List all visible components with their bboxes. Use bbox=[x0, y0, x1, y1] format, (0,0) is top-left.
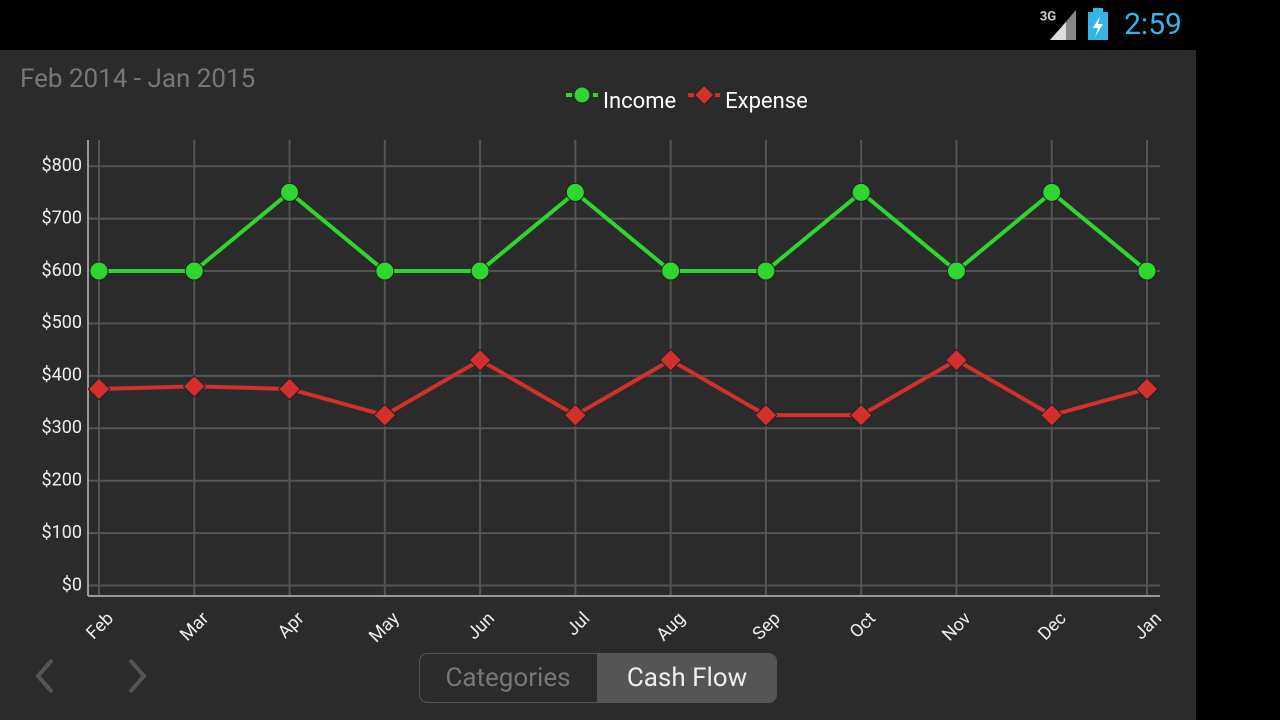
y-tick-label: $500 bbox=[42, 312, 82, 333]
legend-marker bbox=[573, 86, 591, 104]
data-point bbox=[946, 261, 966, 281]
prev-arrow[interactable] bbox=[35, 658, 54, 694]
y-tick-label: $300 bbox=[42, 417, 82, 438]
data-point bbox=[470, 261, 490, 281]
battery-tip bbox=[1093, 8, 1103, 12]
data-point bbox=[1042, 182, 1062, 202]
legend-marker bbox=[693, 84, 715, 106]
data-point bbox=[944, 348, 968, 372]
data-point bbox=[278, 377, 302, 401]
data-point bbox=[182, 374, 206, 398]
legend-label: Expense bbox=[725, 89, 808, 114]
y-tick-label: $700 bbox=[42, 207, 82, 228]
data-point bbox=[659, 348, 683, 372]
data-point bbox=[851, 182, 871, 202]
data-point bbox=[87, 377, 111, 401]
tab-categories[interactable]: Categories bbox=[445, 663, 570, 693]
data-point bbox=[468, 348, 492, 372]
data-point bbox=[375, 261, 395, 281]
data-point bbox=[373, 403, 397, 427]
data-point bbox=[89, 261, 109, 281]
data-point bbox=[565, 182, 585, 202]
clock: 2:59 bbox=[1124, 7, 1182, 42]
data-point bbox=[1137, 261, 1157, 281]
y-tick-label: $0 bbox=[62, 574, 82, 595]
y-tick-label: $200 bbox=[42, 469, 82, 490]
data-point bbox=[1040, 403, 1064, 427]
data-point bbox=[280, 182, 300, 202]
data-point bbox=[184, 261, 204, 281]
data-point bbox=[754, 403, 778, 427]
charging-bolt bbox=[1093, 16, 1103, 37]
y-tick-label: $800 bbox=[42, 155, 82, 176]
next-arrow[interactable] bbox=[128, 658, 147, 694]
y-tick-label: $100 bbox=[42, 522, 82, 543]
legend-label: Income bbox=[603, 89, 676, 114]
y-tick-label: $600 bbox=[42, 260, 82, 281]
series-line bbox=[98, 357, 1148, 418]
data-point bbox=[563, 403, 587, 427]
data-point bbox=[756, 261, 776, 281]
signal-icon bbox=[1050, 10, 1076, 40]
tab-selected-bg bbox=[597, 654, 776, 702]
data-point bbox=[1135, 377, 1159, 401]
data-point bbox=[661, 261, 681, 281]
data-point bbox=[849, 403, 873, 427]
date-range: Feb 2014 - Jan 2015 bbox=[20, 64, 255, 94]
tab-cash-flow[interactable]: Cash Flow bbox=[627, 663, 747, 693]
series-line bbox=[99, 189, 1149, 274]
y-tick-label: $400 bbox=[42, 365, 82, 386]
signal-level bbox=[1050, 22, 1066, 40]
network-type: 3G bbox=[1040, 9, 1056, 24]
